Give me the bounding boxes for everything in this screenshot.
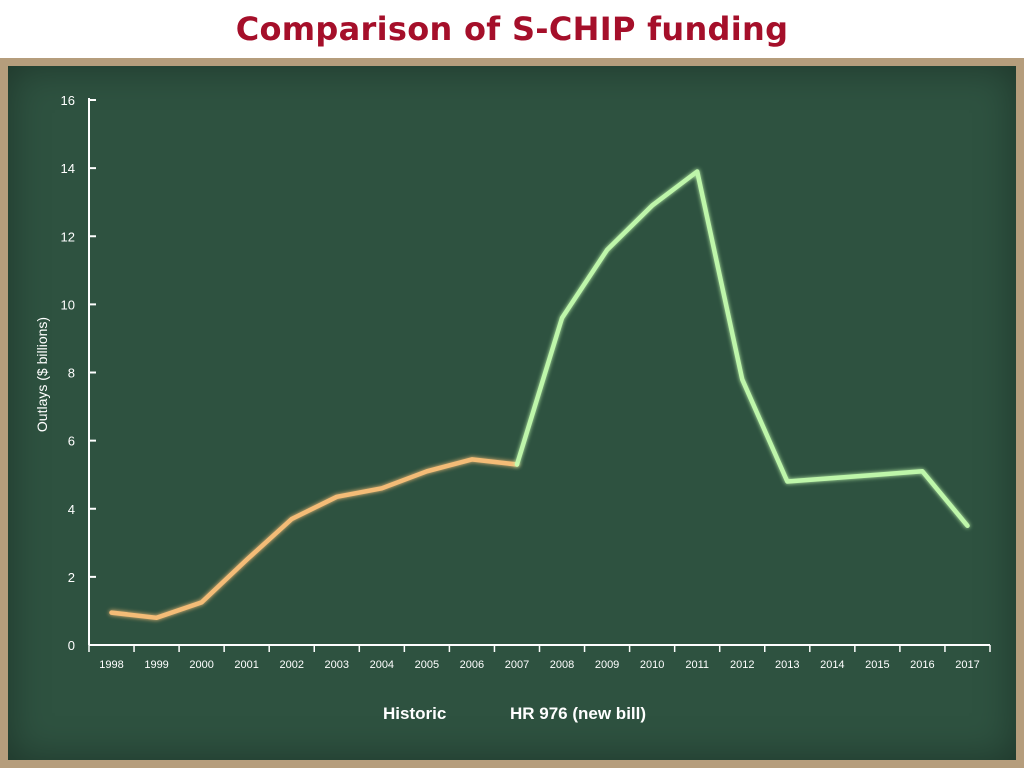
series-1 (514, 169, 970, 529)
legend-label: Historic (383, 704, 446, 723)
x-tick-label: 1999 (144, 659, 168, 671)
x-tick-label: 2010 (640, 659, 664, 671)
legend-item-1: HR 976 (new bill) (470, 704, 646, 723)
y-tick-label: 16 (61, 93, 75, 108)
series-layer (109, 169, 970, 621)
x-tick-label: 2006 (460, 659, 484, 671)
series-line (514, 169, 970, 529)
y-axis-title: Outlays ($ billions) (34, 317, 50, 432)
y-tick-label: 6 (68, 434, 75, 449)
x-tick-label: 2012 (730, 659, 754, 671)
x-tick-label: 2005 (415, 659, 439, 671)
x-tick-label: 2000 (189, 659, 213, 671)
legend: Historic HR 976 (new bill) (343, 704, 646, 723)
y-tick-label: 8 (68, 366, 75, 381)
legend-item-0: Historic (343, 704, 446, 723)
y-tick-label: 12 (61, 229, 75, 244)
axes: 0 2 4 6 8 10 12 14 16 1998 1999 2000 2001 2002 2003 200… (34, 93, 991, 671)
x-tick-label: 2016 (910, 659, 934, 671)
x-tick-label: 2001 (234, 659, 258, 671)
y-tick-label: 10 (61, 297, 75, 312)
x-tick-label: 2015 (865, 659, 889, 671)
legend-label: HR 976 (new bill) (510, 704, 646, 723)
x-tick-label: 2008 (550, 659, 574, 671)
x-tick-label: 2003 (325, 659, 349, 671)
y-tick-label: 14 (61, 161, 75, 176)
x-tick-label: 1998 (99, 659, 123, 671)
x-tick-label: 2007 (505, 659, 529, 671)
series-0 (109, 457, 520, 621)
y-tick-label: 2 (68, 570, 75, 585)
x-tick-label: 2013 (775, 659, 799, 671)
y-tick-label: 0 (68, 638, 75, 653)
y-tick-label: 4 (68, 502, 75, 517)
x-tick-label: 2014 (820, 659, 844, 671)
slide-title: Comparison of S-CHIP funding (235, 10, 789, 48)
x-tick-label: 2009 (595, 659, 619, 671)
x-tick-label: 2017 (955, 659, 979, 671)
x-tick-label: 2002 (279, 659, 303, 671)
x-tick-label: 2004 (370, 659, 394, 671)
x-tick-label: 2011 (685, 659, 709, 671)
series-line (109, 457, 520, 621)
